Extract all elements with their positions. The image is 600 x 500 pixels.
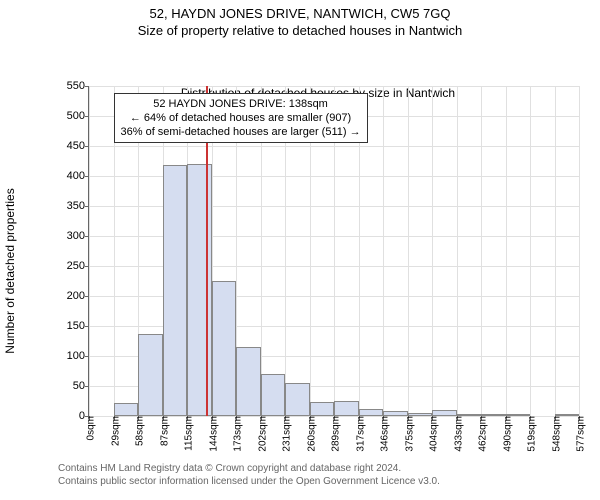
- histogram-bar: [138, 334, 163, 416]
- x-tick-label: 87sqm: [155, 416, 170, 446]
- histogram-bar: [408, 413, 433, 416]
- y-axis-label: Number of detached properties: [3, 188, 17, 353]
- x-tick-label: 577sqm: [572, 416, 587, 452]
- histogram-bar: [481, 414, 506, 416]
- histogram-bar: [310, 402, 335, 416]
- x-tick-label: 144sqm: [204, 416, 219, 452]
- y-tick-label: 250: [67, 260, 89, 272]
- annotation-line-2: ← 64% of detached houses are smaller (90…: [121, 111, 361, 125]
- x-tick-label: 29sqm: [106, 416, 121, 446]
- y-tick-label: 50: [73, 380, 89, 392]
- gridline-v: [457, 86, 458, 416]
- histogram-bar: [506, 414, 531, 416]
- x-tick-label: 490sqm: [498, 416, 513, 452]
- y-tick-label: 300: [67, 230, 89, 242]
- histogram-bar: [285, 383, 310, 416]
- histogram-bar: [163, 165, 188, 416]
- x-tick-label: 462sqm: [474, 416, 489, 452]
- annotation-line-3: 36% of semi-detached houses are larger (…: [121, 125, 361, 139]
- histogram-bar: [261, 374, 286, 416]
- y-tick-label: 100: [67, 350, 89, 362]
- histogram-bar: [236, 347, 261, 416]
- x-tick-label: 346sqm: [376, 416, 391, 452]
- plot-area: 0501001502002503003504004505005500sqm29s…: [88, 86, 579, 417]
- x-tick-label: 548sqm: [547, 416, 562, 452]
- y-tick-label: 150: [67, 320, 89, 332]
- footer-line-2: Contains public sector information licen…: [58, 475, 600, 488]
- gridline-v: [530, 86, 531, 416]
- x-tick-label: 519sqm: [523, 416, 538, 452]
- histogram-bar: [334, 401, 359, 416]
- x-tick-label: 289sqm: [327, 416, 342, 452]
- footer-credits: Contains HM Land Registry data © Crown c…: [58, 462, 600, 488]
- y-tick-label: 550: [67, 80, 89, 92]
- x-tick-label: 433sqm: [449, 416, 464, 452]
- x-tick-label: 404sqm: [425, 416, 440, 452]
- histogram-bar: [432, 410, 457, 416]
- y-tick-label: 350: [67, 200, 89, 212]
- x-tick-label: 260sqm: [302, 416, 317, 452]
- annotation-line-1: 52 HAYDN JONES DRIVE: 138sqm: [121, 97, 361, 111]
- footer-line-1: Contains HM Land Registry data © Crown c…: [58, 462, 600, 475]
- gridline-v: [506, 86, 507, 416]
- y-tick-label: 400: [67, 170, 89, 182]
- histogram-bar: [212, 281, 237, 416]
- y-tick-label: 500: [67, 110, 89, 122]
- x-tick-label: 58sqm: [131, 416, 146, 446]
- histogram-bar: [457, 414, 482, 416]
- gridline-v: [383, 86, 384, 416]
- histogram-bar: [555, 414, 580, 416]
- y-tick-label: 450: [67, 140, 89, 152]
- x-tick-label: 115sqm: [180, 416, 195, 451]
- gridline-v: [555, 86, 556, 416]
- annotation-box: 52 HAYDN JONES DRIVE: 138sqm← 64% of det…: [114, 93, 368, 144]
- histogram-chart: Number of detached properties 0501001502…: [58, 86, 578, 456]
- x-tick-label: 375sqm: [400, 416, 415, 452]
- gridline-v: [579, 86, 580, 416]
- x-tick-label: 0sqm: [82, 416, 97, 440]
- page-subtitle: Size of property relative to detached ho…: [0, 23, 600, 38]
- x-tick-label: 231sqm: [278, 416, 293, 452]
- gridline-v: [432, 86, 433, 416]
- y-tick-label: 200: [67, 290, 89, 302]
- x-tick-label: 202sqm: [253, 416, 268, 452]
- gridline-v: [408, 86, 409, 416]
- x-tick-label: 173sqm: [229, 416, 244, 452]
- histogram-bar: [114, 403, 139, 416]
- page-title: 52, HAYDN JONES DRIVE, NANTWICH, CW5 7GQ: [0, 6, 600, 21]
- x-tick-label: 317sqm: [351, 416, 366, 452]
- histogram-bar: [383, 411, 408, 416]
- gridline-v: [89, 86, 90, 416]
- gridline-v: [481, 86, 482, 416]
- histogram-bar: [359, 409, 384, 416]
